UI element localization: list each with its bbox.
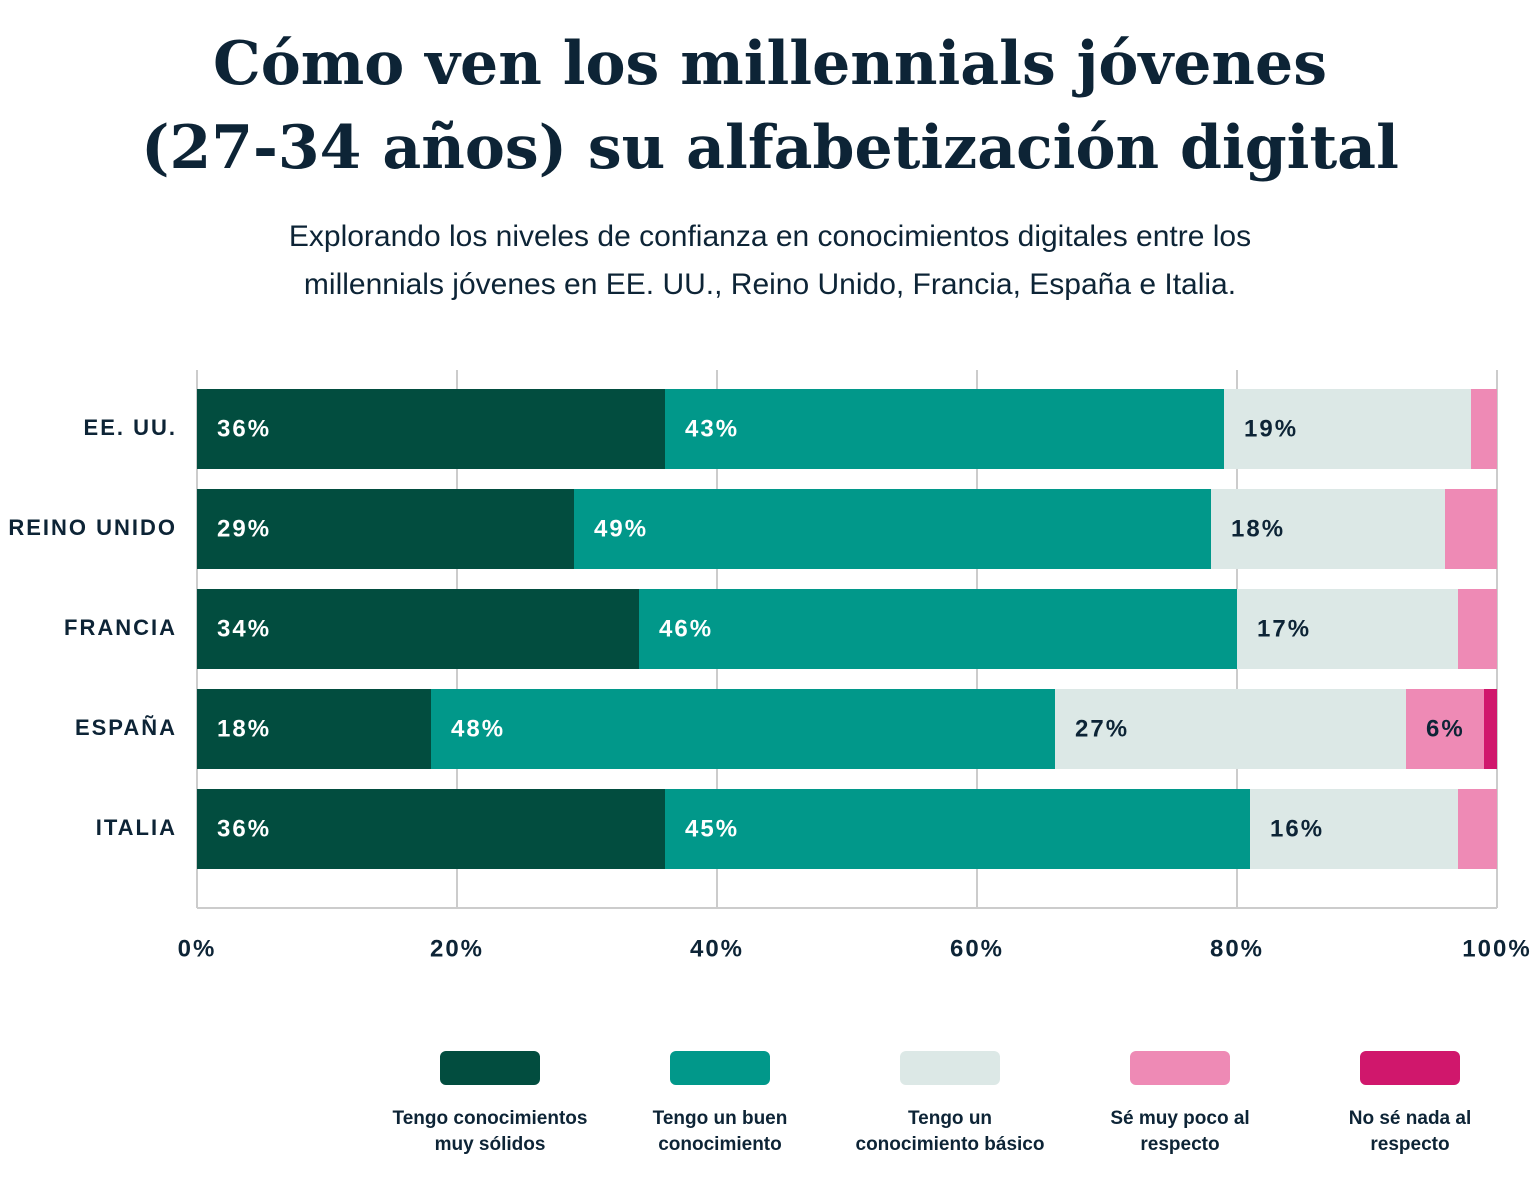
value-label: 6%	[1426, 715, 1465, 742]
bar-segment	[1406, 689, 1484, 769]
bar-segment	[665, 389, 1224, 469]
bar-segment	[1471, 389, 1497, 469]
value-label: 17%	[1257, 615, 1311, 642]
x-tick-label: 100%	[1462, 935, 1531, 962]
bar-segment	[1458, 589, 1497, 669]
value-label: 45%	[685, 815, 739, 842]
value-label: 46%	[659, 615, 713, 642]
value-label: 19%	[1244, 415, 1298, 442]
x-tick-label: 80%	[1210, 935, 1264, 962]
legend-swatch	[670, 1051, 770, 1085]
value-label: 16%	[1270, 815, 1324, 842]
legend-label: Tengo conocimientos muy sólidos	[392, 1108, 588, 1155]
legend-swatch	[900, 1051, 1000, 1085]
y-tick-label: REINO UNIDO	[8, 515, 177, 540]
x-tick-label: 40%	[690, 935, 744, 962]
bar-segment	[1237, 589, 1458, 669]
legend-label: Tengo un conocimiento básico	[855, 1108, 1045, 1155]
legend-label: Sé muy poco al respecto	[1110, 1108, 1250, 1155]
legend-swatch	[1130, 1051, 1230, 1085]
value-label: 34%	[217, 615, 271, 642]
value-label: 29%	[217, 515, 271, 542]
bar-segment	[431, 689, 1055, 769]
bar-segment	[197, 489, 574, 569]
value-label: 49%	[594, 515, 648, 542]
value-label: 27%	[1075, 715, 1129, 742]
value-label: 18%	[217, 715, 271, 742]
legend-label: Tengo un buen conocimiento	[652, 1108, 788, 1155]
bar-segment	[1211, 489, 1445, 569]
y-tick-label: ESPAÑA	[75, 715, 177, 740]
x-tick-label: 60%	[950, 935, 1004, 962]
bar-segment	[639, 589, 1237, 669]
value-label: 36%	[217, 415, 271, 442]
value-label: 18%	[1231, 515, 1285, 542]
legend-swatch	[1360, 1051, 1460, 1085]
bar-segment	[1250, 789, 1458, 869]
chart-subtitle: Explorando los niveles de confianza en c…	[288, 220, 1252, 301]
x-tick-label: 0%	[178, 935, 217, 962]
bar-segment	[1458, 789, 1497, 869]
bar-segment	[574, 489, 1211, 569]
value-label: 43%	[685, 415, 739, 442]
bar-segment	[197, 589, 639, 669]
bar-segment	[197, 689, 431, 769]
bar-segment	[1224, 389, 1471, 469]
bar-segment	[197, 789, 665, 869]
bar-segment	[665, 789, 1250, 869]
legend-swatch	[440, 1051, 540, 1085]
y-tick-label: EE. UU.	[84, 415, 177, 440]
bar-segment	[1445, 489, 1497, 569]
legend-label: No sé nada al respecto	[1348, 1108, 1472, 1155]
bar-segment	[197, 389, 665, 469]
bar-segment	[1484, 689, 1497, 769]
value-label: 48%	[451, 715, 505, 742]
x-tick-label: 20%	[430, 935, 484, 962]
y-tick-label: FRANCIA	[64, 615, 177, 640]
chart-title: Cómo ven los millennials jóvenes (27-34 …	[141, 29, 1399, 183]
y-tick-label: ITALIA	[96, 815, 177, 840]
value-label: 36%	[217, 815, 271, 842]
bar-segment	[1055, 689, 1406, 769]
